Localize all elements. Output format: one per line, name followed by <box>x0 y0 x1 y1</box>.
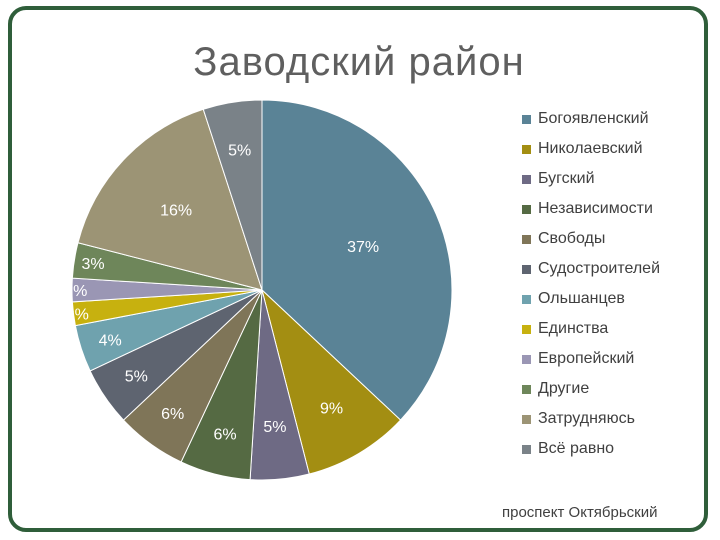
slice-label-7: 4% <box>99 332 122 349</box>
pie-slice-2 <box>261 288 402 475</box>
legend-label: Всё равно <box>538 440 615 457</box>
slice-label-6: 5% <box>125 368 148 385</box>
legend-swatch <box>522 174 531 184</box>
legend-swatch <box>522 324 531 334</box>
legend-label: Свободы <box>538 230 606 247</box>
legend-label: Единства <box>538 320 609 337</box>
legend-item: Свободы <box>522 224 712 254</box>
legend-swatch <box>522 444 531 454</box>
pie-slice-1 <box>261 99 453 421</box>
slice-label-1: 37% <box>347 239 379 256</box>
chart-footer: проспект Октябрьский <box>502 504 658 521</box>
legend-swatch <box>522 354 531 364</box>
pie-slice-12 <box>202 99 263 291</box>
legend-swatch <box>522 204 531 214</box>
legend-swatch <box>522 384 531 394</box>
legend-swatch <box>522 294 531 304</box>
slice-label-3: 5% <box>263 419 286 436</box>
legend-label: Европейский <box>538 350 635 367</box>
legend-label: Затрудняюсь <box>538 410 635 427</box>
slice-label-4: 6% <box>214 427 237 444</box>
slice-label-10: 3% <box>82 256 105 273</box>
legend-item: Другие <box>522 374 712 404</box>
legend-item: Европейский <box>522 344 712 374</box>
legend-item: Судостроителей <box>522 254 712 284</box>
slice-label-11: 16% <box>160 202 192 219</box>
legend-label: Другие <box>538 380 590 397</box>
legend-item: Затрудняюсь <box>522 404 712 434</box>
legend-item: Всё равно <box>522 434 712 464</box>
legend-label: Богоявленский <box>538 110 649 127</box>
legend-item: Единства <box>522 314 712 344</box>
slice-label-9: 2% <box>64 283 87 300</box>
legend-swatch <box>522 114 531 124</box>
slice-label-12: 5% <box>228 142 251 159</box>
legend-label: Ольшанцев <box>538 290 625 307</box>
legend-item: Богоявленский <box>522 104 712 134</box>
slice-label-5: 6% <box>161 406 184 423</box>
slice-label-8: 2% <box>66 306 89 323</box>
pie-slice-11 <box>77 108 263 291</box>
legend-label: Николаевский <box>538 140 643 157</box>
legend-label: Бугский <box>538 170 595 187</box>
legend-label: Судостроителей <box>538 260 661 277</box>
legend-item: Независимости <box>522 194 712 224</box>
legend-label: Независимости <box>538 200 653 217</box>
legend-item: Николаевский <box>522 134 712 164</box>
chart-legend: Богоявленский Николаевский Бугский Независи… <box>522 104 712 464</box>
legend-item: Бугский <box>522 164 712 194</box>
legend-item: Ольшанцев <box>522 284 712 314</box>
legend-swatch <box>522 234 531 244</box>
legend-swatch <box>522 144 531 154</box>
chart-title: Заводский район <box>193 40 525 84</box>
legend-swatch <box>522 264 531 274</box>
slice-label-2: 9% <box>320 401 343 418</box>
legend-swatch <box>522 414 531 424</box>
